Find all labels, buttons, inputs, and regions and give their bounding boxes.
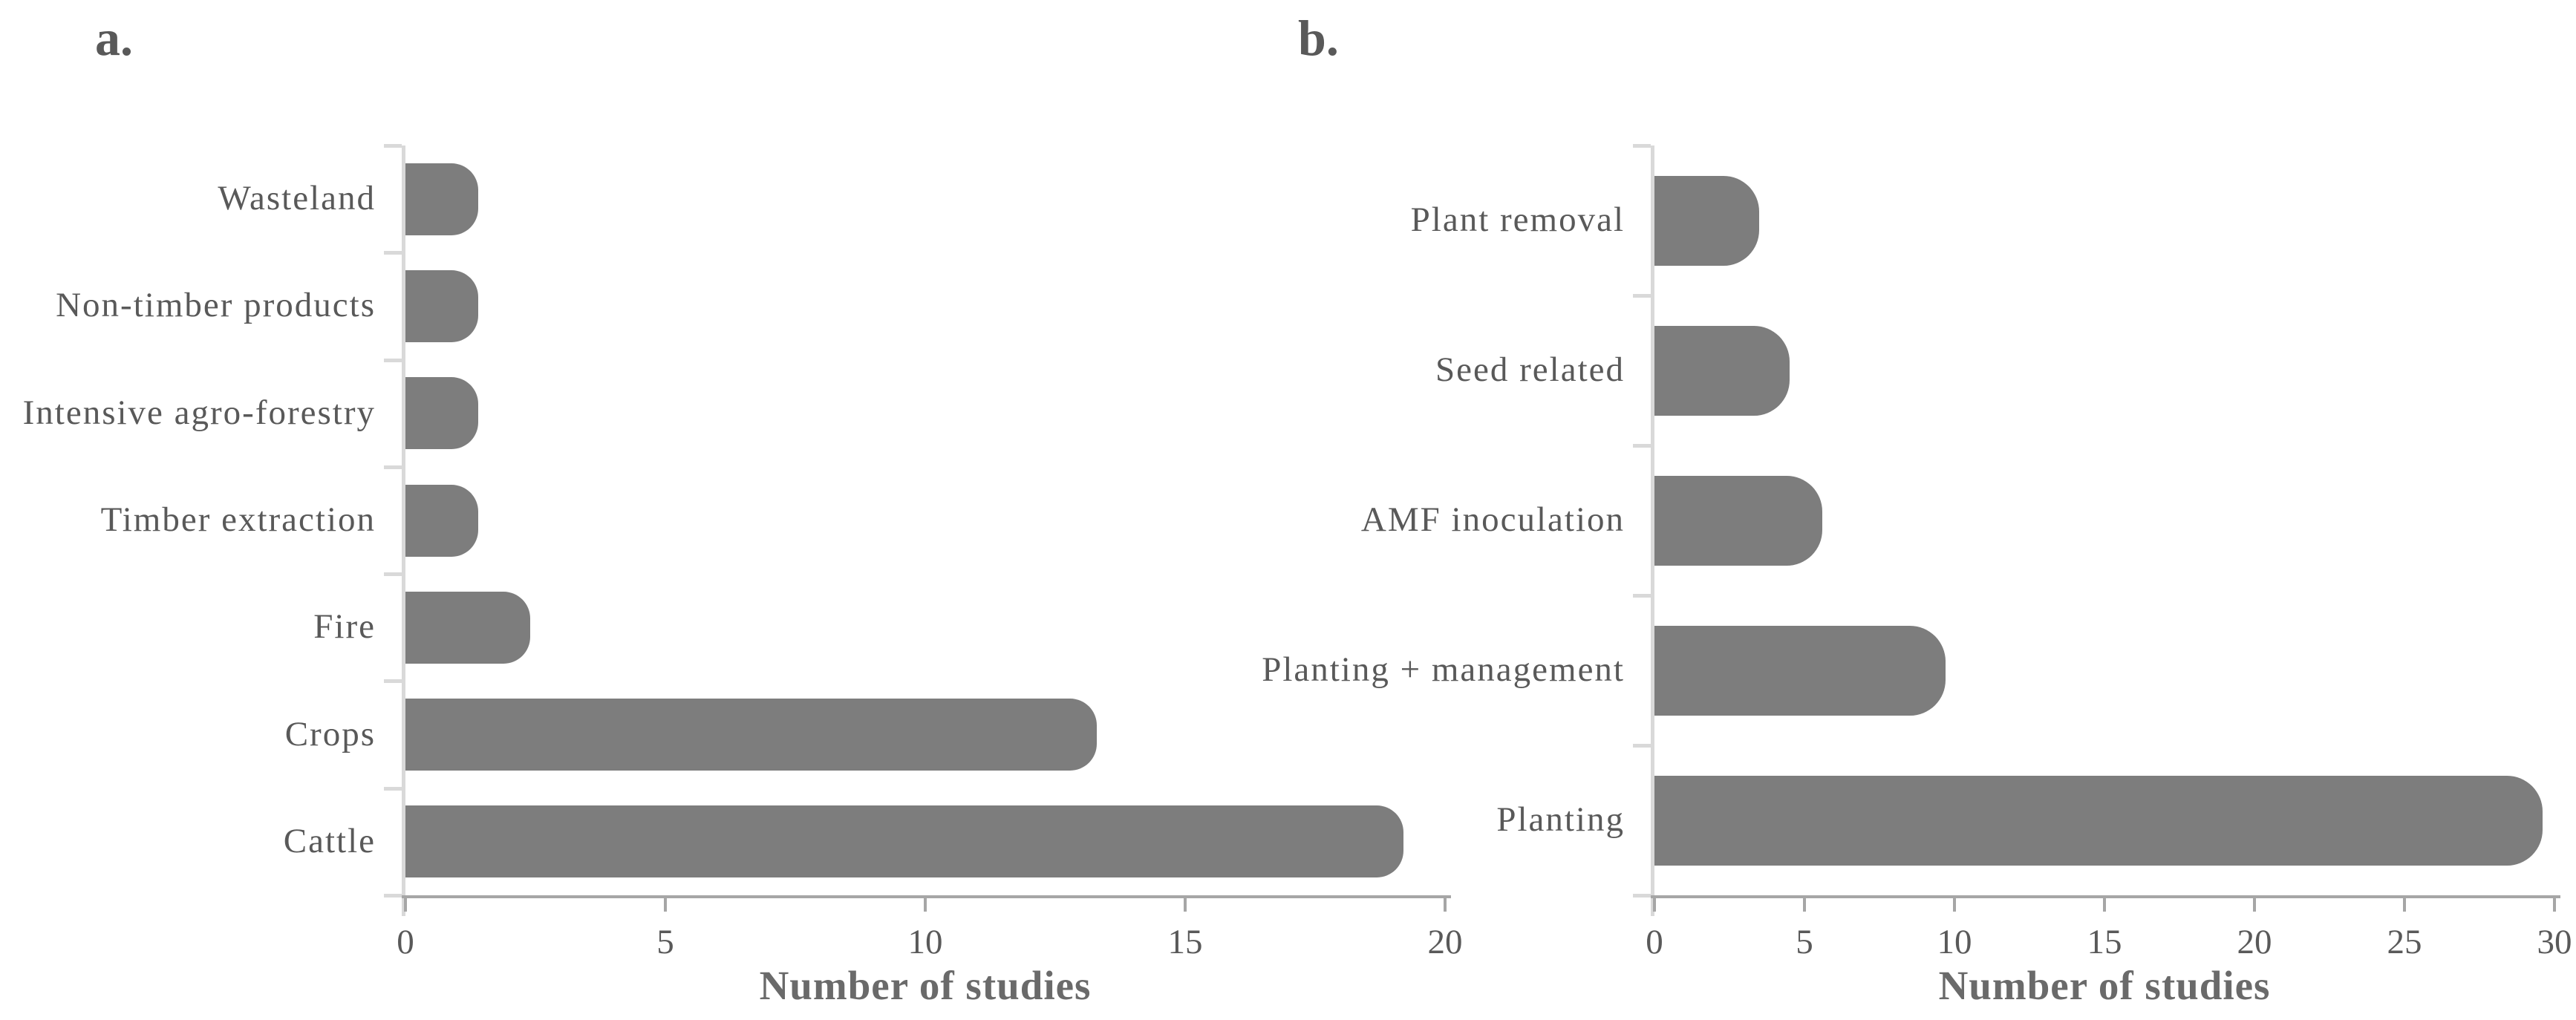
bar-amf-inoculation [1654,476,1822,566]
bar-crops [405,699,1097,771]
category-label: Plant removal [1410,200,1625,239]
x-axis-tick [2403,898,2406,912]
y-axis-tick [384,787,402,791]
x-tick-label: 0 [397,923,414,961]
category-label: Seed related [1435,350,1625,389]
bar-planting-management [1654,626,1946,716]
y-axis-tick [384,359,402,362]
y-axis-tick [1633,144,1651,148]
x-tick-label: 20 [1427,923,1463,961]
x-axis-line [1651,895,2560,898]
x-tick-label: 15 [1167,923,1203,961]
panel-a-plot: Wasteland Non-timber products Intensive ag… [23,144,1463,960]
y-axis-tick [384,465,402,469]
bar-wasteland [405,163,478,235]
x-axis-line [402,895,1451,898]
category-label: Cattle [283,822,376,860]
category-label: Crops [284,715,376,753]
y-axis-tick [384,572,402,576]
y-axis-tick [384,251,402,255]
y-axis-line [402,146,405,916]
y-axis-tick [384,894,402,898]
x-tick-label: 0 [1646,923,1663,961]
category-label: AMF inoculation [1360,500,1625,539]
x-axis-tick [924,898,927,912]
y-axis-tick [384,144,402,148]
bar-intensive-agro-forestry [405,377,478,449]
x-axis-tick [404,898,407,912]
bar-seed-related [1654,326,1790,416]
x-tick-label: 10 [907,923,943,961]
y-axis-tick [1633,594,1651,598]
x-axis-tick [1653,898,1656,912]
x-axis-tick [664,898,667,912]
category-label: Wasteland [218,179,376,218]
y-axis-tick [1633,294,1651,298]
x-axis-tick [2253,898,2256,912]
bar-cattle [405,805,1403,877]
x-axis-tick [2553,898,2556,912]
bar-fire [405,592,530,664]
y-axis-tick [384,679,402,683]
panel-b-letter: b. [1298,10,1339,66]
panel-b-x-axis-title: Number of studies [1938,963,2271,1008]
x-tick-label: 30 [2537,923,2572,961]
panel-a-x-axis-title: Number of studies [759,963,1092,1008]
x-axis-tick [1444,898,1447,912]
y-axis-line [1651,146,1654,916]
x-axis-tick [1803,898,1806,912]
category-label: Timber extraction [100,500,376,539]
x-tick-label: 10 [1937,923,1972,961]
x-tick-label: 5 [1796,923,1813,961]
category-label: Planting + management [1262,650,1625,689]
panel-a-letter: a. [95,10,133,66]
bar-plant-removal [1654,176,1759,266]
category-label: Planting [1496,800,1625,839]
y-axis-tick [1633,444,1651,448]
y-axis-tick [1633,894,1651,898]
bar-timber-extraction [405,485,478,557]
category-label: Intensive agro-forestry [22,393,376,432]
x-tick-label: 20 [2237,923,2272,961]
x-axis-tick [2103,898,2106,912]
category-label: Fire [313,607,376,646]
x-tick-label: 15 [2087,923,2122,961]
x-axis-tick [1184,898,1187,912]
x-tick-label: 5 [656,923,674,961]
y-axis-tick [1633,744,1651,748]
bar-non-timber-products [405,270,478,342]
panel-b-plot: Plant removal Seed related AMF inoculation… [1262,144,2572,960]
x-tick-label: 25 [2387,923,2422,961]
x-axis-tick [1953,898,1956,912]
category-label: Non-timber products [56,286,376,324]
bar-planting [1654,776,2543,866]
